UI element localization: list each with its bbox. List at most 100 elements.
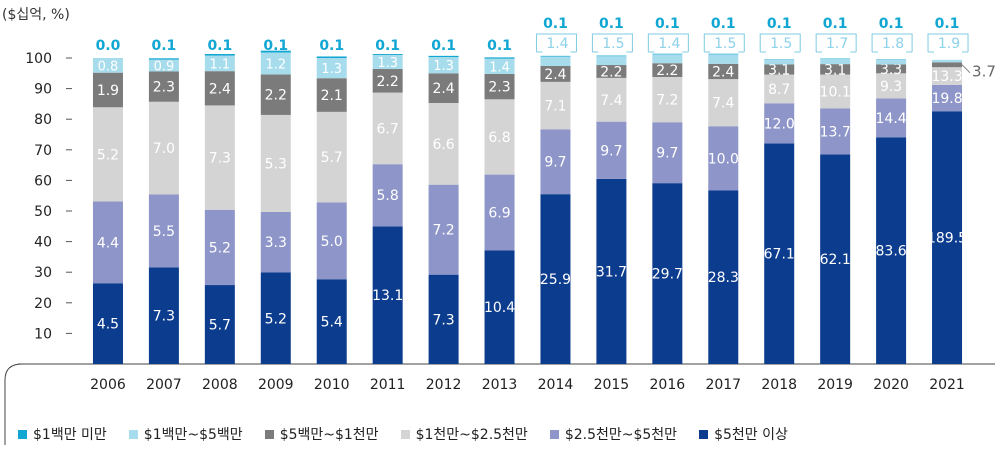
x-tick-label: 2008 [202, 377, 238, 393]
data-label: 2.4 [544, 67, 566, 83]
callout-line [962, 65, 970, 73]
data-label: 1.7 [826, 36, 848, 52]
data-label: 5.0 [321, 234, 343, 250]
data-label: 1.1 [210, 57, 231, 72]
legend-swatch [265, 430, 274, 439]
data-label: 12.0 [764, 116, 795, 132]
chart-legend: $1백만 미만$1백만~$5백만$5백만~$1천만$1천만~$2.5천만$2.5… [18, 424, 788, 444]
data-label: 9.7 [656, 146, 678, 162]
data-label: 5.2 [97, 147, 119, 163]
data-label: 1.4 [546, 36, 568, 52]
legend-label: $2.5천만~$5천만 [565, 424, 677, 444]
y-tick-label: 10 [34, 326, 52, 342]
data-label: 19.8 [931, 91, 962, 107]
data-label: 7.4 [712, 96, 734, 112]
data-label: 6.7 [377, 121, 399, 137]
data-label: 3.1 [824, 62, 846, 78]
legend-swatch [129, 430, 138, 439]
data-label: 2.4 [209, 81, 231, 97]
data-label: 2.3 [153, 80, 175, 96]
data-label: 0.1 [879, 16, 904, 32]
bar-segment [708, 54, 738, 55]
data-label: 0.1 [431, 38, 456, 54]
data-label: 4.4 [97, 235, 119, 251]
bar-segment [932, 62, 962, 67]
bar-segment [540, 56, 570, 57]
data-label: 7.1 [544, 99, 566, 115]
bar-segment [596, 56, 626, 65]
legend-label: $5천만 이상 [714, 424, 788, 444]
x-tick-label: 2019 [817, 377, 853, 393]
data-label: 3.3 [265, 235, 287, 251]
bar-segment [596, 56, 626, 57]
data-label: 2.2 [377, 74, 399, 90]
data-label: 0.1 [152, 38, 177, 54]
bar-segment [652, 54, 682, 55]
data-label: 14.4 [876, 111, 907, 127]
x-tick-label: 2012 [426, 377, 462, 393]
data-label: 10.4 [484, 300, 515, 316]
bar-segment [373, 54, 403, 55]
legend-item: $5천만 이상 [699, 424, 788, 444]
bar-segment [820, 59, 850, 65]
data-label: 1.9 [97, 83, 119, 99]
data-label: 7.0 [153, 141, 175, 157]
data-label: 13.3 [931, 69, 962, 85]
y-tick-label: 20 [34, 296, 52, 312]
y-tick-label: 70 [34, 143, 52, 159]
y-tick-label: 60 [34, 173, 52, 189]
data-label: 0.1 [711, 16, 736, 32]
data-label: 1.3 [433, 59, 454, 74]
bar-segment [652, 54, 682, 63]
data-label: 1.5 [714, 36, 736, 52]
data-label: 1.3 [377, 56, 398, 71]
data-label: 1.8 [882, 36, 904, 52]
data-label: 67.1 [764, 247, 795, 263]
data-label: 5.2 [209, 240, 231, 256]
y-tick-label: 30 [34, 265, 52, 281]
data-label: 6.9 [488, 206, 510, 222]
x-tick-label: 2010 [314, 377, 350, 393]
data-label: 1.5 [602, 36, 624, 52]
legend-swatch [699, 430, 708, 439]
data-label: 1.4 [489, 60, 510, 75]
legend-swatch [550, 430, 559, 439]
bar-segment [540, 56, 570, 65]
data-label: 5.5 [153, 224, 175, 240]
x-tick-label: 2007 [146, 377, 182, 393]
data-label: 10.0 [708, 151, 739, 167]
data-label: 9.7 [600, 143, 622, 159]
data-label: 0.8 [98, 59, 119, 74]
x-tick-label: 2016 [650, 377, 686, 393]
data-label: 2.2 [600, 64, 622, 80]
data-label: 5.8 [377, 188, 399, 204]
data-label: 13.7 [820, 124, 851, 140]
x-tick-label: 2021 [929, 377, 965, 393]
data-label: 0.1 [767, 16, 792, 32]
data-label: 5.3 [265, 156, 287, 172]
data-label: 1.9 [938, 36, 960, 52]
legend-item: $1백만 미만 [18, 424, 107, 444]
data-label: 0.1 [935, 16, 960, 32]
x-tick-label: 2014 [538, 377, 574, 393]
y-tick-label: 50 [34, 204, 52, 220]
data-label: 0.1 [319, 38, 344, 54]
legend-swatch [18, 430, 27, 439]
data-label: 0.1 [375, 38, 400, 54]
data-label: 2.1 [321, 88, 343, 104]
data-label: 9.3 [880, 79, 902, 95]
data-label: 29.7 [652, 267, 683, 283]
data-label: 1.5 [770, 36, 792, 52]
x-tick-label: 2020 [873, 377, 909, 393]
data-label: 1.4 [658, 36, 680, 52]
data-label: 6.8 [488, 130, 510, 146]
x-tick-label: 2018 [761, 377, 797, 393]
x-tick-label: 2006 [90, 377, 126, 393]
x-tick-label: 2017 [705, 377, 741, 393]
data-label: 7.3 [432, 312, 454, 328]
x-tick-label: 2015 [594, 377, 630, 393]
data-label: 0.0 [96, 38, 121, 54]
data-label: 2.2 [656, 63, 678, 79]
data-label: 9.7 [544, 155, 566, 171]
